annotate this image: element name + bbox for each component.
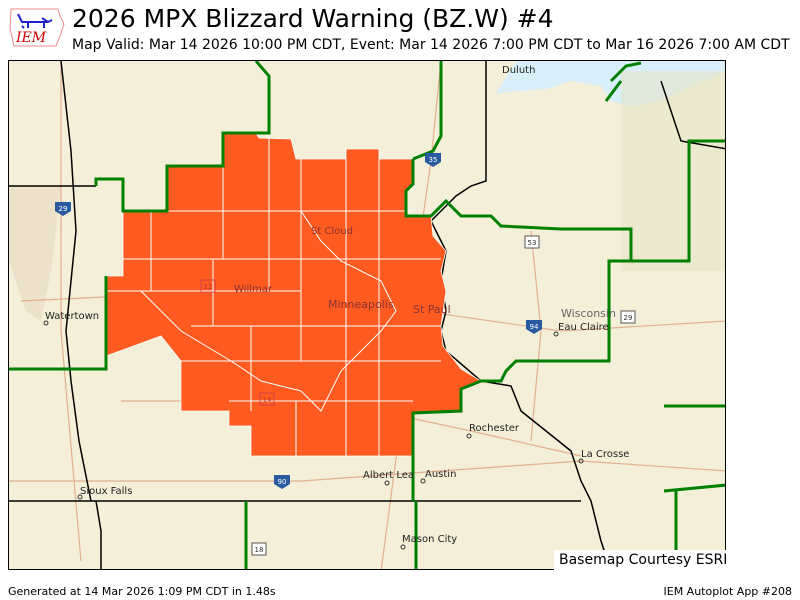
city-label: Minneapolis	[328, 298, 394, 311]
page-title: 2026 MPX Blizzard Warning (BZ.W) #4	[72, 4, 554, 33]
svg-text:35: 35	[429, 156, 438, 164]
city-label: St Paul	[413, 303, 451, 316]
city-label: Austin	[425, 469, 456, 480]
city-label: Albert Lea	[363, 470, 414, 481]
highway-shield: 29	[620, 310, 636, 324]
highway-shield: 35	[425, 153, 441, 167]
generated-timestamp: Generated at 14 Mar 2026 1:09 PM CDT in …	[8, 585, 276, 598]
iem-logo: IEM	[8, 6, 66, 50]
highway-shield: 14	[259, 392, 275, 406]
city-label: Mason City	[402, 534, 457, 545]
city-label: Duluth	[502, 65, 535, 76]
terrain-shade-west	[9, 186, 61, 321]
svg-text:29: 29	[59, 205, 68, 213]
city-label: Rochester	[469, 423, 520, 434]
map[interactable]: 35 29 53 94 29 12 14 90 18 Duluth St Clo…	[8, 60, 726, 570]
highway-shields: 35 29 53 94 29 12 14 90 18	[55, 153, 636, 556]
app-id: IEM Autoplot App #208	[663, 585, 793, 598]
state-borders	[9, 61, 725, 569]
city-label: Watertown	[45, 311, 99, 322]
cwa-borders	[9, 61, 725, 569]
highway-shield: 90	[274, 475, 290, 489]
highway-shield: 94	[526, 320, 542, 334]
svg-text:18: 18	[255, 546, 264, 554]
city-label: St Cloud	[311, 226, 353, 237]
city-label: La Crosse	[581, 449, 629, 460]
basemap-credit: Basemap Courtesy ESRI	[554, 550, 727, 570]
svg-text:90: 90	[278, 478, 287, 486]
highway-shield: 18	[251, 542, 267, 556]
highway-shield: 12	[200, 279, 216, 293]
region-label: Wisconsin	[561, 307, 616, 320]
svg-text:53: 53	[528, 239, 537, 247]
svg-text:94: 94	[530, 323, 539, 331]
city-labels: Duluth St Cloud Willmar Minneapolis St P…	[43, 65, 629, 550]
svg-text:12: 12	[204, 283, 213, 291]
city-label: Willmar	[234, 284, 273, 295]
highway-shield: 29	[55, 202, 71, 216]
city-label: Sioux Falls	[80, 486, 132, 497]
page-subtitle: Map Valid: Mar 14 2026 10:00 PM CDT, Eve…	[72, 37, 790, 53]
blizzard-warning-area[interactable]	[105, 132, 482, 457]
svg-text:29: 29	[624, 314, 633, 322]
city-label: Eau Claire	[558, 322, 609, 333]
terrain-shade	[621, 71, 725, 271]
highway-shield: 53	[524, 235, 540, 249]
svg-text:IEM: IEM	[15, 30, 47, 46]
svg-text:14: 14	[263, 396, 272, 404]
